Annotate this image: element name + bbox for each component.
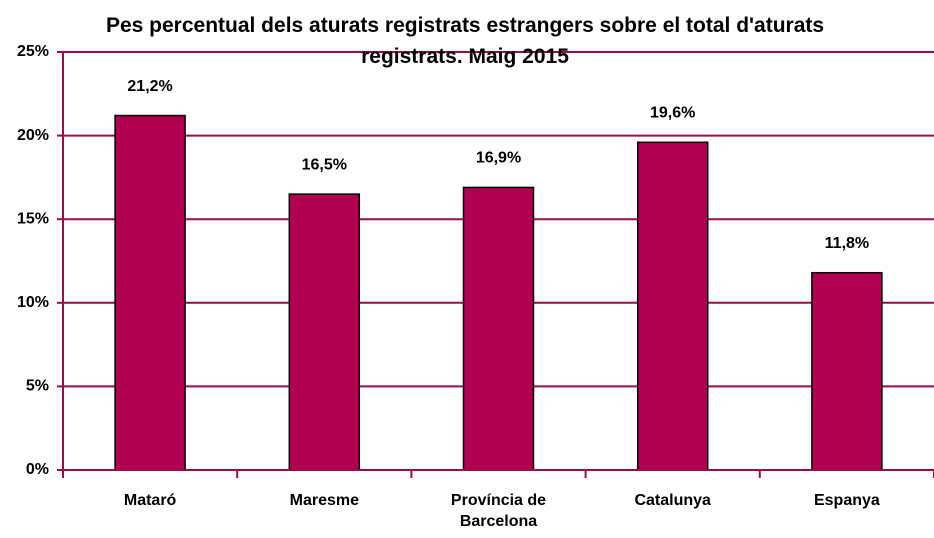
y-tick-label: 10% [17, 294, 49, 311]
x-tick-label: Catalunya [634, 492, 711, 509]
y-tick-label: 15% [17, 210, 49, 227]
x-tick-label: Espanya [813, 492, 880, 509]
y-tick-label: 0% [26, 461, 49, 478]
y-tick-label: 20% [17, 127, 49, 144]
bar [462, 186, 535, 471]
data-label: 19,6% [650, 105, 695, 122]
x-tick-label: Maresme [289, 492, 359, 509]
bar [288, 193, 361, 471]
x-tick-label: Província de Barcelona [450, 492, 547, 530]
data-label: 21,2% [127, 78, 172, 95]
y-tick-label: 5% [26, 378, 49, 395]
x-tick-label: Mataró [123, 492, 177, 509]
data-label: 16,9% [476, 150, 521, 167]
data-label: 11,8% [825, 235, 869, 252]
chart-title: Pes percentual dels aturats registrats e… [105, 14, 825, 68]
bar [811, 271, 883, 471]
data-label: 16,5% [302, 156, 347, 173]
bar [114, 114, 186, 471]
bar [636, 141, 709, 471]
y-tick-label: 25% [17, 43, 49, 60]
